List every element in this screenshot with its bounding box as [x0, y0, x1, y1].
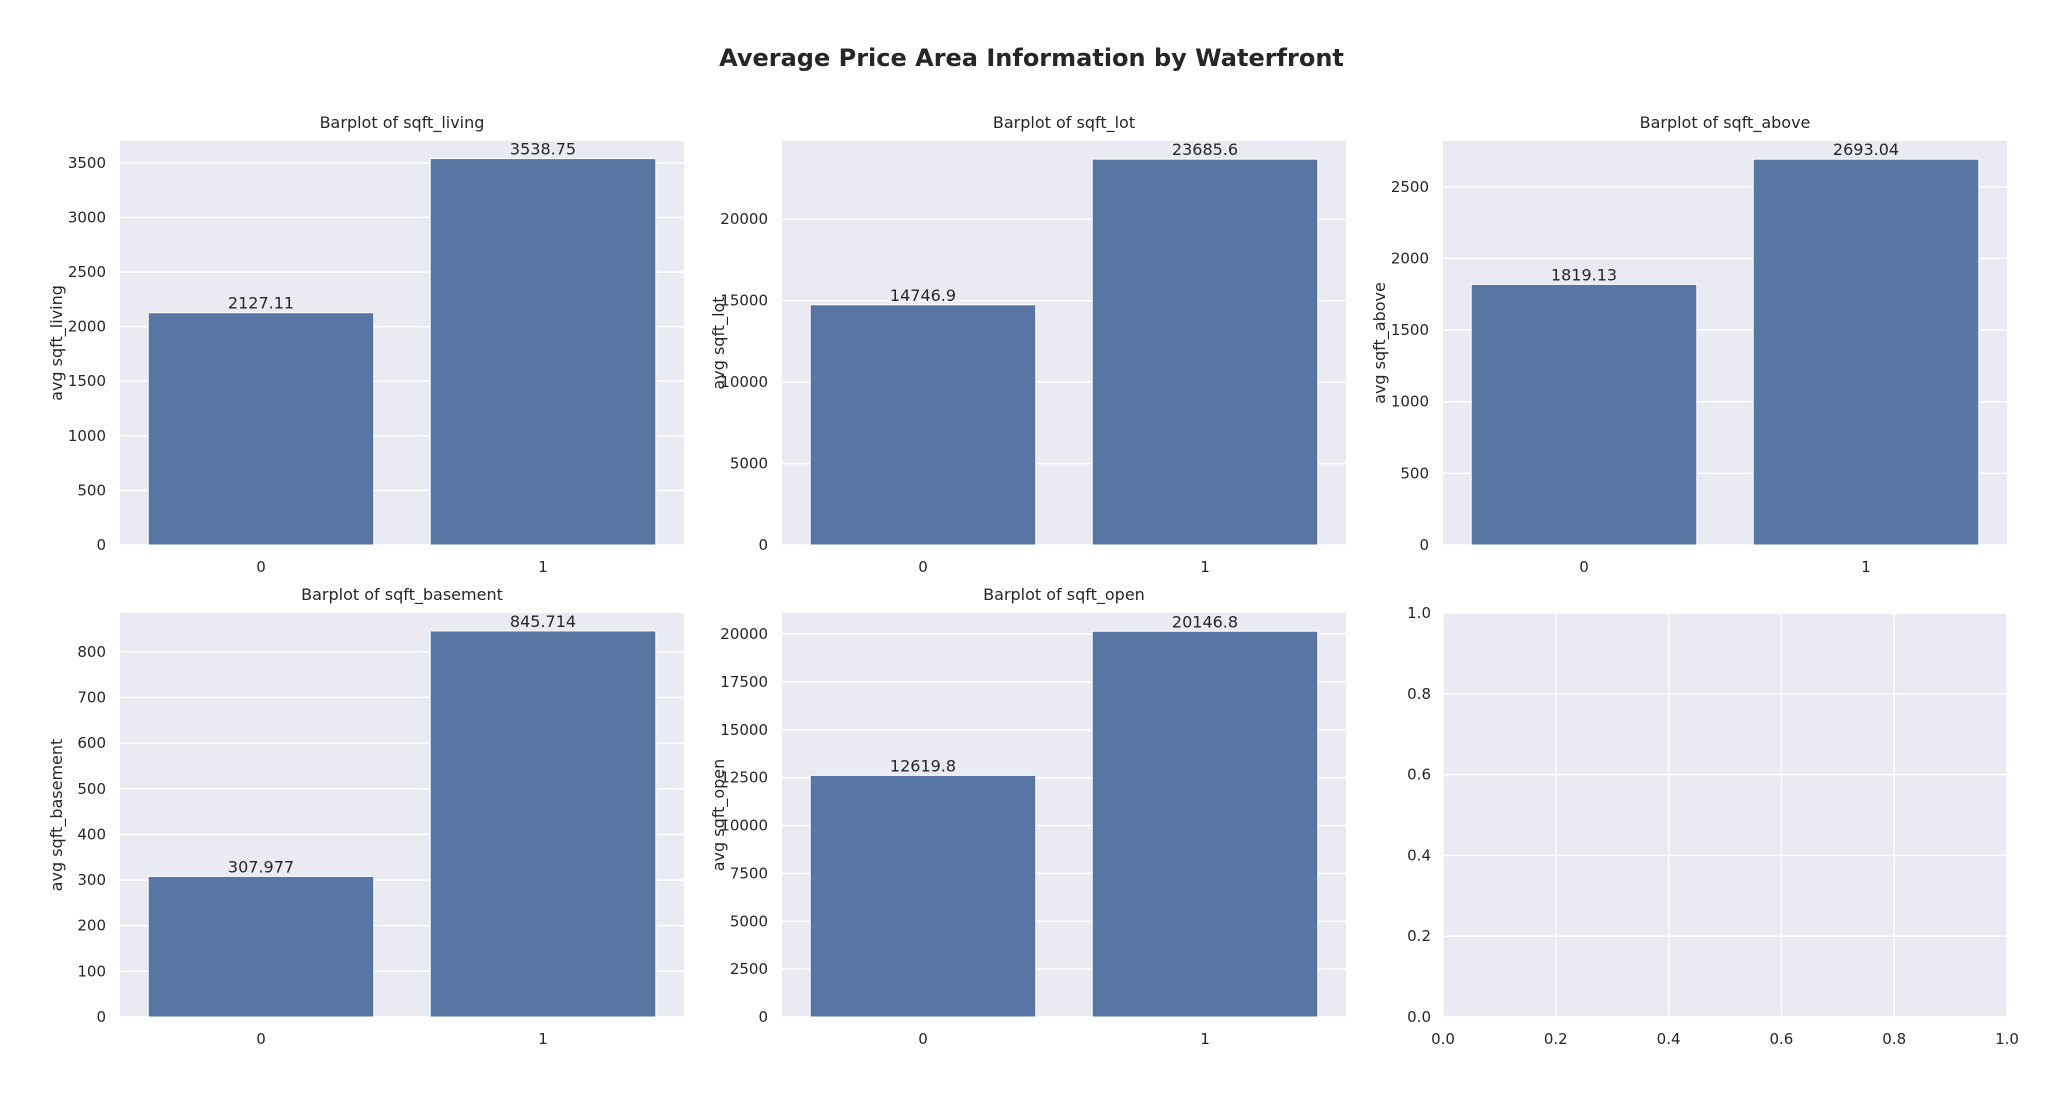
- x-tick-label: 1: [538, 558, 548, 576]
- subplot-title: Barplot of sqft_open: [983, 585, 1145, 605]
- y-tick-label: 500: [1400, 464, 1429, 482]
- subplot-4: 0 100 200 300 400 500 600 700 800 307.977 0 845.714…: [47, 585, 684, 1048]
- subplot-1: 0 500 1000 1500 2000 2500 3000 3500 2127.11 0 3538…: [47, 113, 684, 576]
- y-tick-label: 1000: [68, 427, 106, 445]
- bar-value-label: 12619.8: [890, 756, 956, 775]
- y-tick-label: 0: [1419, 536, 1429, 554]
- x-tick-label: 1: [1861, 558, 1871, 576]
- y-tick-label: 0.0: [1407, 1008, 1431, 1026]
- y-tick-label: 2000: [68, 318, 106, 336]
- x-tick-label: 1: [1200, 558, 1210, 576]
- y-tick-label: 5000: [730, 912, 768, 930]
- subplot-title: Barplot of sqft_lot: [993, 113, 1135, 133]
- bar-value-label: 3538.75: [510, 140, 576, 159]
- y-tick-label: 5000: [730, 455, 768, 473]
- subplot-title: Barplot of sqft_above: [1640, 113, 1811, 133]
- y-tick-label: 15000: [720, 292, 768, 310]
- bar: [1752, 158, 1980, 546]
- y-tick-label: 3500: [68, 154, 106, 172]
- bar: [809, 304, 1037, 546]
- y-tick-label: 0.6: [1407, 766, 1431, 784]
- y-tick-label: 0.4: [1407, 846, 1431, 864]
- y-tick-label: 1500: [68, 372, 106, 390]
- subplot-2: 0 5000 10000 15000 20000 14746.9 0 23685.6 1 Barp…: [709, 113, 1346, 576]
- bar-value-label: 1819.13: [1551, 265, 1617, 284]
- y-tick-label: 10000: [720, 373, 768, 391]
- figure-title: Average Price Area Information by Waterf…: [719, 44, 1344, 72]
- y-tick-label: 10000: [720, 817, 768, 835]
- x-tick-label: 1: [1200, 1030, 1210, 1048]
- y-tick-label: 2500: [1391, 178, 1429, 196]
- subplot-5: 0250050007500100001250015000175002000012…: [709, 585, 1346, 1048]
- y-tick-label: 17500: [720, 673, 768, 691]
- y-tick-label: 0: [96, 1008, 106, 1026]
- bar-value-label: 14746.9: [890, 286, 956, 305]
- x-tick-label: 0.2: [1544, 1030, 1568, 1048]
- y-tick-label: 20000: [720, 625, 768, 643]
- y-tick-label: 200: [77, 917, 106, 935]
- y-axis-label: avg sqft_lot: [709, 296, 729, 389]
- axes-background: [1443, 613, 2007, 1017]
- bar-value-label: 23685.6: [1172, 140, 1238, 159]
- x-tick-label: 1.0: [1995, 1030, 2019, 1048]
- bar: [1091, 158, 1319, 546]
- bar: [429, 630, 657, 1018]
- y-tick-label: 300: [77, 871, 106, 889]
- y-tick-label: 2500: [730, 960, 768, 978]
- y-tick-label: 0: [96, 536, 106, 554]
- y-axis-label: avg sqft_living: [47, 285, 67, 401]
- y-tick-label: 12500: [720, 769, 768, 787]
- bar: [809, 774, 1037, 1018]
- bar: [147, 875, 375, 1018]
- bar: [147, 312, 375, 546]
- y-tick-label: 2000: [1391, 249, 1429, 267]
- y-tick-label: 800: [77, 643, 106, 661]
- bar: [1091, 630, 1319, 1018]
- x-tick-label: 0.8: [1882, 1030, 1906, 1048]
- x-tick-label: 0: [918, 558, 928, 576]
- subplot-6: 0.0 0.2 0.4 0.6 0.8 1.0 0.0 0.2 0.4 0.6 0.8 1.0: [1407, 604, 2019, 1048]
- y-tick-label: 0.8: [1407, 685, 1431, 703]
- y-tick-label: 0: [758, 1008, 768, 1026]
- y-tick-label: 500: [77, 780, 106, 798]
- x-tick-label: 0: [1579, 558, 1589, 576]
- x-tick-label: 0.6: [1769, 1030, 1793, 1048]
- subplot-title: Barplot of sqft_living: [320, 113, 485, 133]
- y-axis-label: avg sqft_basement: [47, 739, 67, 892]
- bar-value-label: 2693.04: [1833, 140, 1899, 159]
- y-tick-label: 3000: [68, 208, 106, 226]
- y-axis-label: avg sqft_above: [1370, 282, 1390, 404]
- x-tick-label: 0.4: [1657, 1030, 1681, 1048]
- bar: [429, 158, 657, 546]
- x-tick-label: 0: [918, 1030, 928, 1048]
- y-tick-label: 400: [77, 825, 106, 843]
- y-tick-label: 0: [758, 536, 768, 554]
- y-axis-label: avg sqft_open: [709, 759, 729, 872]
- y-tick-label: 1000: [1391, 393, 1429, 411]
- x-tick-label: 0: [256, 1030, 266, 1048]
- y-tick-label: 0.2: [1407, 927, 1431, 945]
- bar: [1470, 283, 1698, 546]
- subplot-title: Barplot of sqft_basement: [301, 585, 503, 605]
- y-tick-label: 1.0: [1407, 604, 1431, 622]
- x-tick-label: 0: [256, 558, 266, 576]
- x-tick-label: 0.0: [1431, 1030, 1455, 1048]
- y-tick-label: 1500: [1391, 321, 1429, 339]
- y-tick-label: 500: [77, 481, 106, 499]
- y-tick-label: 700: [77, 688, 106, 706]
- y-tick-label: 20000: [720, 210, 768, 228]
- y-tick-label: 15000: [720, 721, 768, 739]
- y-tick-label: 7500: [730, 864, 768, 882]
- bar-value-label: 2127.11: [228, 294, 294, 313]
- y-tick-label: 100: [77, 962, 106, 980]
- x-tick-label: 1: [538, 1030, 548, 1048]
- bar-value-label: 20146.8: [1172, 612, 1238, 631]
- y-tick-label: 2500: [68, 263, 106, 281]
- subplot-3: 0 500 1000 1500 2000 2500 1819.13 0 2693.04 1 Barp…: [1370, 113, 2007, 576]
- bar-value-label: 845.714: [510, 612, 576, 631]
- y-tick-label: 600: [77, 734, 106, 752]
- bar-value-label: 307.977: [228, 857, 294, 876]
